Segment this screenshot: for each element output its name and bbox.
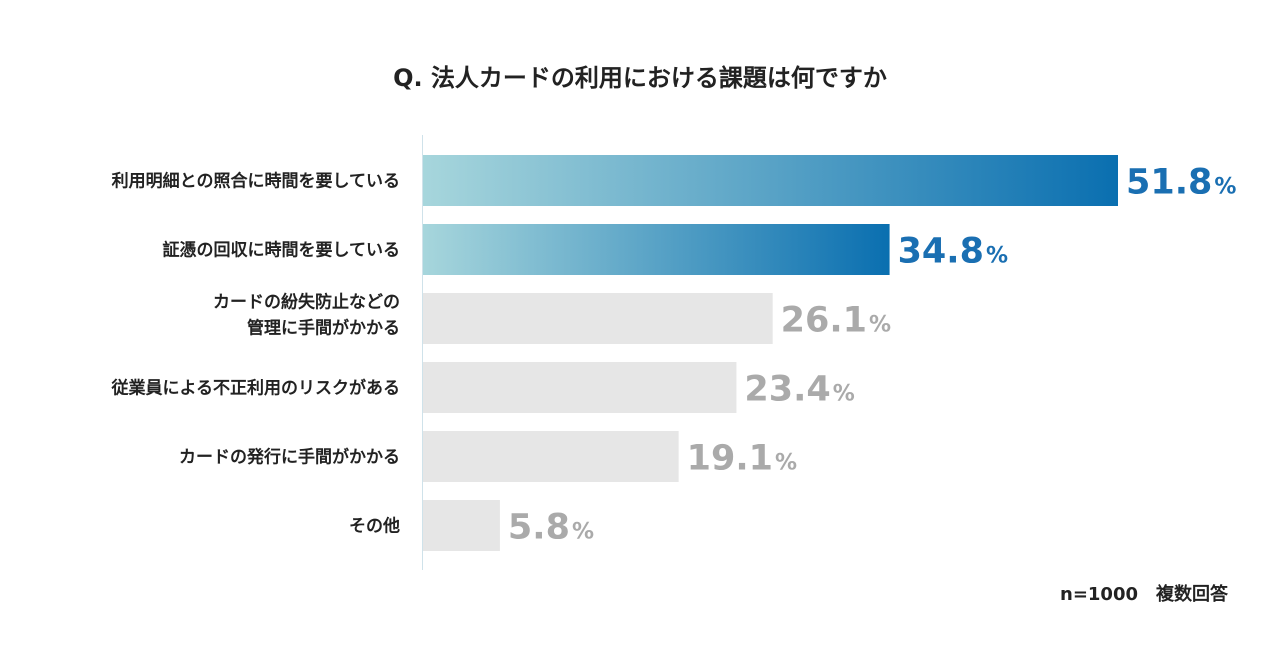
value-labels: 51.8% 34.8%26.1% 23.4% 19.1% 5.8%	[508, 163, 1236, 548]
category-label-2-line-1: 管理に手間がかかる	[247, 318, 400, 339]
category-labels: 利用明細との照合に時間を要している証憑の回収に時間を要しているカードの紛失防止な…	[111, 171, 401, 537]
category-label-1: 証憑の回収に時間を要している	[163, 240, 401, 261]
bar-3	[422, 362, 737, 413]
bar-5	[422, 500, 500, 551]
category-label-2-line-0: カードの紛失防止などの	[213, 292, 400, 313]
value-label-3: 23.4%	[744, 370, 854, 410]
category-label-4: カードの発行に手間がかかる	[179, 447, 400, 468]
value-label-0: 51.8%	[1126, 163, 1236, 203]
bar-4	[422, 431, 679, 482]
bar-1	[422, 224, 890, 275]
bar-2	[422, 293, 773, 344]
value-label-2: 26.1%	[781, 301, 891, 341]
bars	[422, 155, 1118, 551]
category-label-3: 従業員による不正利用のリスクがある	[111, 378, 401, 399]
chart-title: Q. 法人カードの利用における課題は何ですか	[393, 64, 887, 92]
category-label-5: その他	[349, 516, 400, 537]
value-label-1: 34.8%	[898, 232, 1008, 272]
value-label-5: 5.8%	[508, 508, 594, 548]
value-label-4: 19.1%	[687, 439, 797, 479]
footnote: n=1000 複数回答	[1060, 584, 1228, 605]
bar-0	[422, 155, 1118, 206]
category-label-0: 利用明細との照合に時間を要している	[112, 171, 400, 192]
